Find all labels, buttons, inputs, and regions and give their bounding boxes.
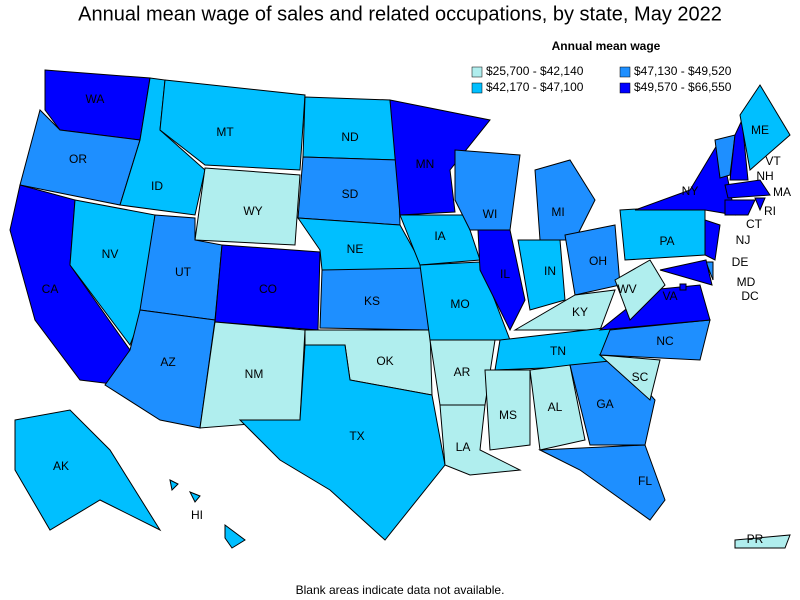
state-shape — [754, 197, 766, 212]
state-label: NY — [682, 184, 699, 198]
state-shape — [679, 283, 687, 291]
state-shape — [619, 204, 706, 261]
state-shape — [194, 167, 301, 246]
state-label: NH — [756, 169, 773, 183]
state-label: NJ — [736, 233, 751, 247]
state-label: OR — [69, 152, 87, 166]
state-label: SC — [632, 370, 649, 384]
state-shape — [529, 364, 586, 451]
state-label: WV — [617, 282, 636, 296]
state-label: HI — [191, 508, 203, 522]
state-label: ID — [151, 179, 163, 193]
state-shape — [598, 354, 661, 401]
state-label: WI — [483, 207, 498, 221]
state-shape — [534, 159, 596, 241]
state-label: RI — [764, 204, 776, 218]
state-shape — [724, 179, 771, 199]
state-shape — [477, 229, 526, 332]
legend-label: $47,130 - $49,520 — [634, 64, 732, 78]
footnote: Blank areas indicate data not available. — [296, 583, 505, 597]
state-label: SD — [342, 187, 359, 201]
states — [9, 69, 791, 549]
state-label: ME — [751, 123, 769, 137]
state-shape — [614, 259, 666, 321]
state-label: GA — [596, 397, 613, 411]
legend-title: Annual mean wage — [552, 39, 661, 53]
legend-swatch — [619, 66, 631, 78]
state-label: MO — [450, 297, 469, 311]
state-label: NV — [102, 247, 119, 261]
state-label: NM — [245, 367, 264, 381]
state-label: KY — [572, 305, 588, 319]
state-label: NE — [347, 242, 364, 256]
legend-label: $42,170 - $47,100 — [486, 80, 584, 94]
state-label: MN — [416, 157, 435, 171]
map-title: Annual mean wage of sales and related oc… — [78, 3, 722, 25]
state-shape — [169, 479, 246, 549]
legend-swatch — [619, 82, 631, 94]
state-shape — [517, 239, 566, 311]
state-label: WY — [243, 204, 262, 218]
state-label: FL — [638, 474, 652, 488]
state-shape — [734, 534, 791, 549]
state-shape — [538, 444, 666, 521]
state-shape — [159, 79, 306, 171]
legend-swatch — [471, 82, 483, 94]
state-label: MT — [216, 125, 234, 139]
state-label: MI — [551, 205, 564, 219]
legend-label: $25,700 - $42,140 — [486, 64, 584, 78]
legend-label: $49,570 - $66,550 — [634, 80, 732, 94]
state-shape — [704, 219, 721, 261]
state-label: AK — [53, 459, 69, 473]
state-label: CT — [746, 217, 763, 231]
state-shape — [513, 289, 616, 331]
state-label: AZ — [160, 355, 175, 369]
state-label: CO — [259, 282, 277, 296]
state-label: MD — [737, 275, 756, 289]
state-shape — [238, 344, 446, 541]
state-label: TX — [349, 429, 364, 443]
state-shape — [389, 99, 491, 216]
legend: $25,700 - $42,140 $42,170 - $47,100 $47,13… — [471, 64, 732, 94]
state-shape — [484, 369, 531, 451]
state-label: LA — [456, 440, 471, 454]
state-shape — [634, 138, 736, 216]
state-shape — [302, 96, 399, 161]
state-label: VT — [765, 154, 781, 168]
state-shape — [714, 134, 736, 179]
state-label: CA — [42, 282, 59, 296]
state-label: UT — [175, 265, 192, 279]
state-shape — [724, 199, 756, 216]
state-label: VA — [662, 289, 677, 303]
state-label: MS — [499, 408, 517, 422]
state-label: MA — [773, 185, 791, 199]
state-label: TN — [550, 344, 566, 358]
state-label: IL — [500, 267, 510, 281]
state-shape — [739, 84, 791, 171]
state-shape — [439, 404, 522, 476]
state-shape — [14, 409, 162, 532]
state-label: AR — [454, 365, 471, 379]
state-label: DE — [732, 255, 749, 269]
state-label: WA — [86, 92, 105, 106]
state-label: IA — [434, 229, 445, 243]
state-label: OH — [589, 254, 607, 268]
state-label: DC — [741, 289, 759, 303]
state-shape — [659, 259, 713, 286]
state-label: NC — [656, 334, 674, 348]
state-label: PR — [747, 532, 764, 546]
state-label: IN — [544, 264, 556, 278]
state-label: ND — [341, 130, 359, 144]
state-label: OK — [376, 354, 393, 368]
state-label: PA — [659, 234, 674, 248]
state-label: AL — [548, 400, 563, 414]
state-labels: WA OR CA NV ID MT WY UT AZ CO NM ND SD NE KS OK TX MN IA MO… — [42, 92, 791, 546]
legend-swatch — [471, 66, 483, 78]
state-label: KS — [364, 294, 380, 308]
